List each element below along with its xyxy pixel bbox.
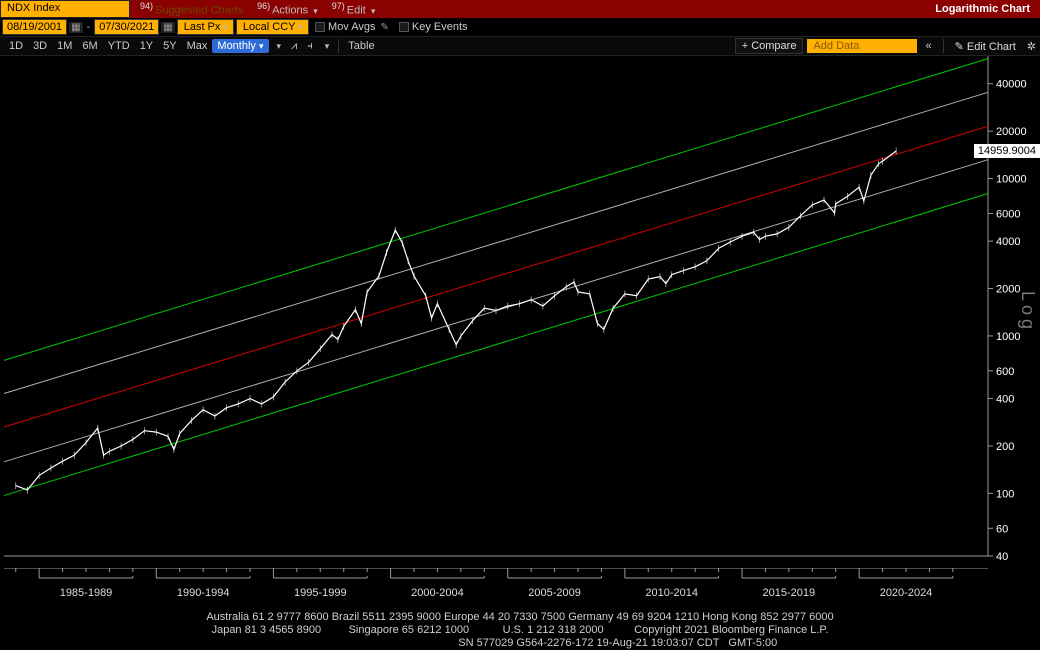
date-row: 08/19/2001 ▦ - 07/30/2021 ▦ Last Px Loca…: [0, 18, 1040, 36]
menu-strip: 94)Suggested Charts 96)Actions 97)Edit L…: [130, 0, 1040, 18]
svg-text:100: 100: [996, 488, 1014, 500]
collapse-icon[interactable]: «: [921, 40, 935, 52]
chart-area[interactable]: 4060100200400600100020004000600010000200…: [0, 56, 1040, 568]
pencil-icon: [379, 21, 389, 33]
table-button[interactable]: Table: [344, 40, 378, 52]
x-axis-group-label: 1995-1999: [294, 587, 347, 599]
local-ccy-dropdown[interactable]: Local CCY: [236, 19, 309, 35]
timeframe-3d[interactable]: 3D: [28, 39, 52, 53]
x-axis-group-label: 2010-2014: [645, 587, 698, 599]
log-axis-label: Log: [1017, 291, 1038, 333]
svg-text:200: 200: [996, 441, 1014, 453]
line-chart-icon[interactable]: ⩘: [287, 40, 301, 53]
x-axis: 1985-1989 1990-1994 1995-1999 2000-2004 2005…: [0, 568, 992, 606]
footer: Australia 61 2 9777 8600 Brazil 5511 239…: [0, 611, 1040, 639]
calendar-icon-to[interactable]: ▦: [161, 22, 174, 33]
menu-actions[interactable]: 96)Actions: [253, 1, 322, 17]
x-ticks: [0, 568, 992, 582]
timeframe-ytd[interactable]: YTD: [103, 39, 135, 53]
timeframe-6m[interactable]: 6M: [77, 39, 102, 53]
last-px-dropdown[interactable]: Last Px: [177, 19, 234, 35]
timeframe-1y[interactable]: 1Y: [135, 39, 158, 53]
chart-title: Logarithmic Chart: [935, 3, 1040, 15]
svg-text:40000: 40000: [996, 79, 1027, 91]
svg-text:400: 400: [996, 394, 1014, 406]
timeframe-buttons: 1D3D1M6MYTD1Y5YMaxMonthly ▾: [4, 40, 269, 52]
date-to-input[interactable]: 07/30/2021: [94, 19, 159, 35]
x-axis-group-label: 2020-2024: [880, 587, 933, 599]
x-axis-group-label: 2000-2004: [411, 587, 464, 599]
menu-suggested[interactable]: 94)Suggested Charts: [136, 1, 247, 17]
timeframe-row: 1D3D1M6MYTD1Y5YMaxMonthly ▾ ⩘ ⫞ Table + …: [0, 36, 1040, 56]
svg-text:600: 600: [996, 366, 1014, 378]
timeframe-max[interactable]: Max: [182, 39, 213, 53]
calendar-icon-from[interactable]: ▦: [69, 22, 82, 33]
top-bar: NDX Index 94)Suggested Charts 96)Actions…: [0, 0, 1040, 18]
x-axis-group-label: 1990-1994: [177, 587, 230, 599]
x-axis-labels: 1985-1989 1990-1994 1995-1999 2000-2004 2005…: [0, 587, 992, 603]
svg-text:40: 40: [996, 551, 1008, 563]
add-data-input[interactable]: Add Data: [807, 39, 917, 53]
dropdown-icon[interactable]: [271, 40, 286, 52]
ticker-input[interactable]: NDX Index: [0, 0, 130, 18]
chart-type-dropdown[interactable]: [319, 40, 334, 52]
timeframe-5y[interactable]: 5Y: [158, 39, 181, 53]
timeframe-1d[interactable]: 1D: [4, 39, 28, 53]
mov-avgs-toggle[interactable]: Mov Avgs: [311, 21, 393, 33]
checkbox-icon: [315, 22, 325, 32]
candle-chart-icon[interactable]: ⫞: [303, 40, 317, 53]
menu-edit[interactable]: 97)Edit: [328, 1, 380, 17]
svg-text:6000: 6000: [996, 208, 1020, 220]
x-axis-group-label: 2015-2019: [763, 587, 816, 599]
price-flag: 14959.9004: [974, 144, 1040, 158]
checkbox-icon: [399, 22, 409, 32]
edit-chart-button[interactable]: ✎ Edit Chart: [951, 39, 1020, 54]
x-axis-group-label: 2005-2009: [528, 587, 581, 599]
timeframe-monthly[interactable]: Monthly ▾: [212, 39, 268, 53]
timeframe-1m[interactable]: 1M: [52, 39, 77, 53]
svg-text:4000: 4000: [996, 236, 1020, 248]
gear-icon[interactable]: [1024, 40, 1036, 53]
x-axis-group-label: 1985-1989: [60, 587, 113, 599]
price-chart[interactable]: 4060100200400600100020004000600010000200…: [0, 56, 1040, 568]
svg-text:60: 60: [996, 523, 1008, 535]
key-events-toggle[interactable]: Key Events: [395, 21, 472, 33]
svg-text:20000: 20000: [996, 126, 1027, 138]
right-tools: + Compare Add Data « ✎ Edit Chart: [735, 38, 1040, 54]
compare-button[interactable]: + Compare: [735, 38, 804, 54]
date-from-input[interactable]: 08/19/2001: [2, 19, 67, 35]
svg-text:10000: 10000: [996, 174, 1027, 186]
